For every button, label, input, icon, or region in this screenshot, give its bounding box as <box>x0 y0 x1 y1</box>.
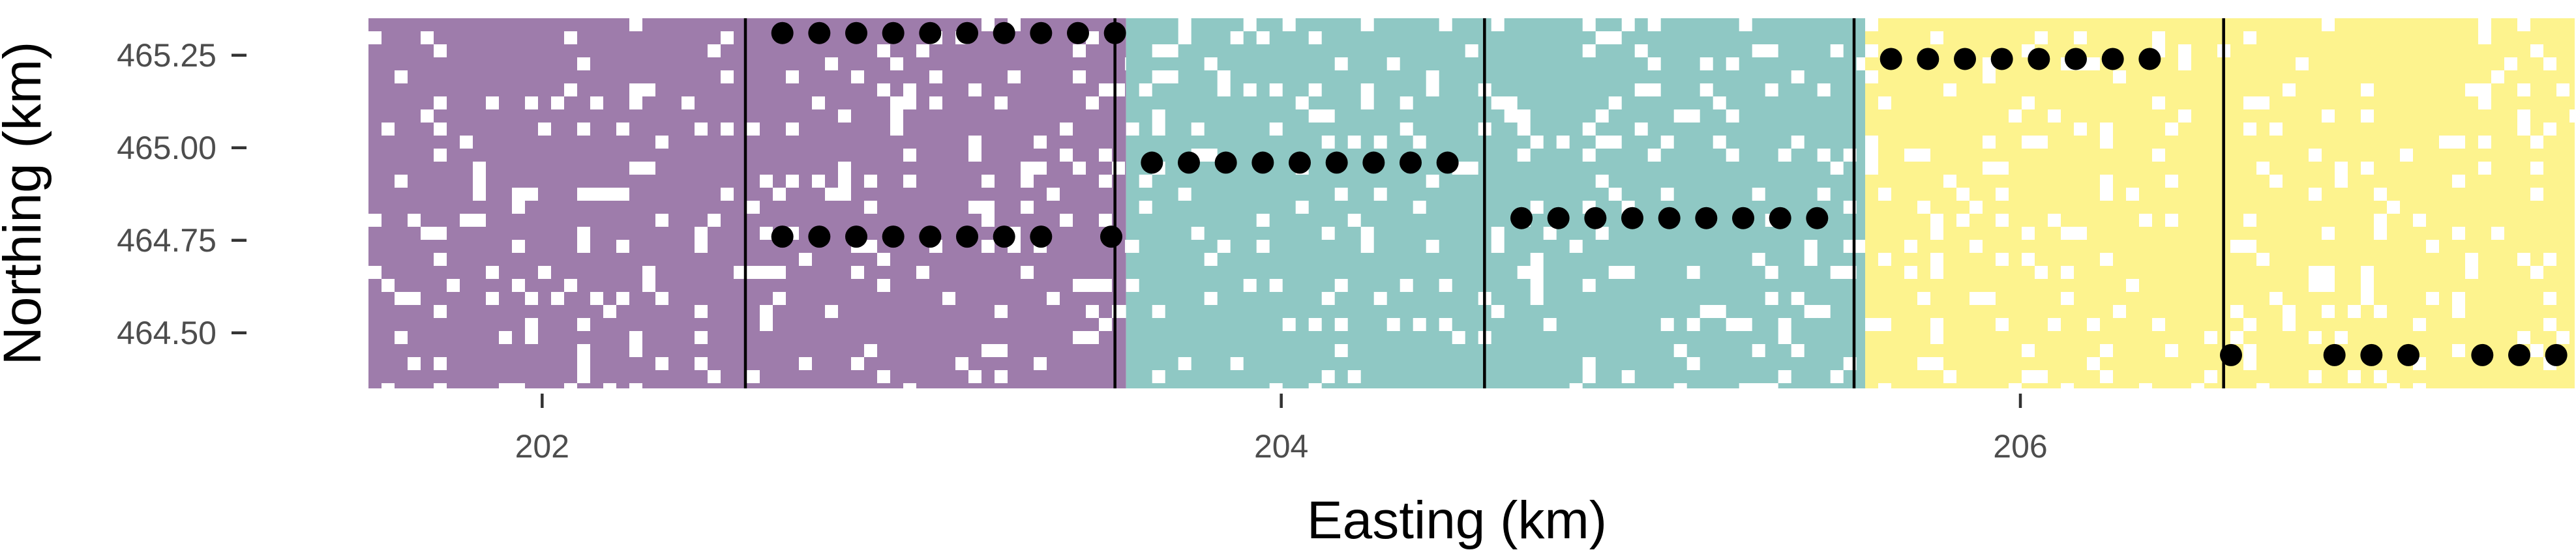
raster-layer <box>368 18 2575 388</box>
x-axis-title: Easting (km) <box>1307 491 1607 550</box>
data-point <box>956 225 978 248</box>
data-point <box>2138 48 2161 70</box>
data-point <box>845 22 867 44</box>
data-point <box>1917 48 1939 70</box>
data-point <box>882 22 905 44</box>
data-point <box>1100 225 1122 248</box>
data-point <box>1030 225 1053 248</box>
data-point <box>1584 207 1607 229</box>
raster-band <box>1865 18 2575 388</box>
data-point <box>919 225 942 248</box>
data-point <box>1067 22 1089 44</box>
data-point <box>1436 151 1459 174</box>
raster-band-fill <box>1126 18 1865 388</box>
y-tick-label: 465.00 <box>117 130 217 166</box>
data-point <box>771 225 794 248</box>
y-tick-label: 464.50 <box>117 315 217 351</box>
data-point <box>808 225 831 248</box>
data-point <box>993 22 1015 44</box>
raster-gap-cells <box>368 18 1138 388</box>
data-point <box>845 225 867 248</box>
data-point <box>1954 48 1976 70</box>
data-point <box>1806 207 1829 229</box>
data-point <box>1732 207 1754 229</box>
data-point <box>1251 151 1274 174</box>
data-point <box>1178 151 1200 174</box>
sample-points <box>771 22 2568 366</box>
data-point <box>2028 48 2050 70</box>
data-point <box>1880 48 1902 70</box>
data-point <box>2397 343 2419 366</box>
x-tick-label: 204 <box>1254 428 1308 465</box>
data-point <box>1400 151 1422 174</box>
data-point <box>1289 151 1311 174</box>
data-point <box>956 22 978 44</box>
y-axis-title: Northing (km) <box>0 42 52 366</box>
raster-band <box>368 18 1138 388</box>
data-point <box>993 225 1015 248</box>
data-point <box>1325 151 1348 174</box>
data-point <box>2065 48 2087 70</box>
data-point <box>1510 207 1533 229</box>
raster-gap-cells <box>1126 18 1870 388</box>
y-tick-label: 464.75 <box>117 222 217 259</box>
x-axis: 202 204 206 <box>515 394 2048 465</box>
data-point <box>771 22 794 44</box>
data-point <box>1658 207 1681 229</box>
data-point <box>882 225 905 248</box>
y-axis: 465.25 465.00 464.75 464.50 <box>117 37 247 351</box>
data-point <box>1030 22 1053 44</box>
data-point <box>1547 207 1570 229</box>
x-tick-label: 206 <box>1993 428 2047 465</box>
data-point <box>1141 151 1163 174</box>
data-point <box>1103 22 1126 44</box>
data-point <box>1769 207 1791 229</box>
raster-band <box>1126 18 1870 388</box>
data-point <box>2471 343 2494 366</box>
data-point <box>2545 343 2568 366</box>
data-point <box>2508 343 2530 366</box>
data-point <box>2220 343 2242 366</box>
data-point <box>1621 207 1643 229</box>
data-point <box>2101 48 2124 70</box>
data-point <box>2323 343 2346 366</box>
x-tick-label: 202 <box>515 428 569 465</box>
data-point <box>1362 151 1385 174</box>
data-point <box>1695 207 1718 229</box>
grid-boundary-lines <box>743 18 2225 388</box>
data-point <box>1990 48 2013 70</box>
y-tick-label: 465.25 <box>117 37 217 74</box>
data-point <box>919 22 942 44</box>
data-point <box>2360 343 2383 366</box>
data-point <box>1214 151 1237 174</box>
data-point <box>808 22 831 44</box>
